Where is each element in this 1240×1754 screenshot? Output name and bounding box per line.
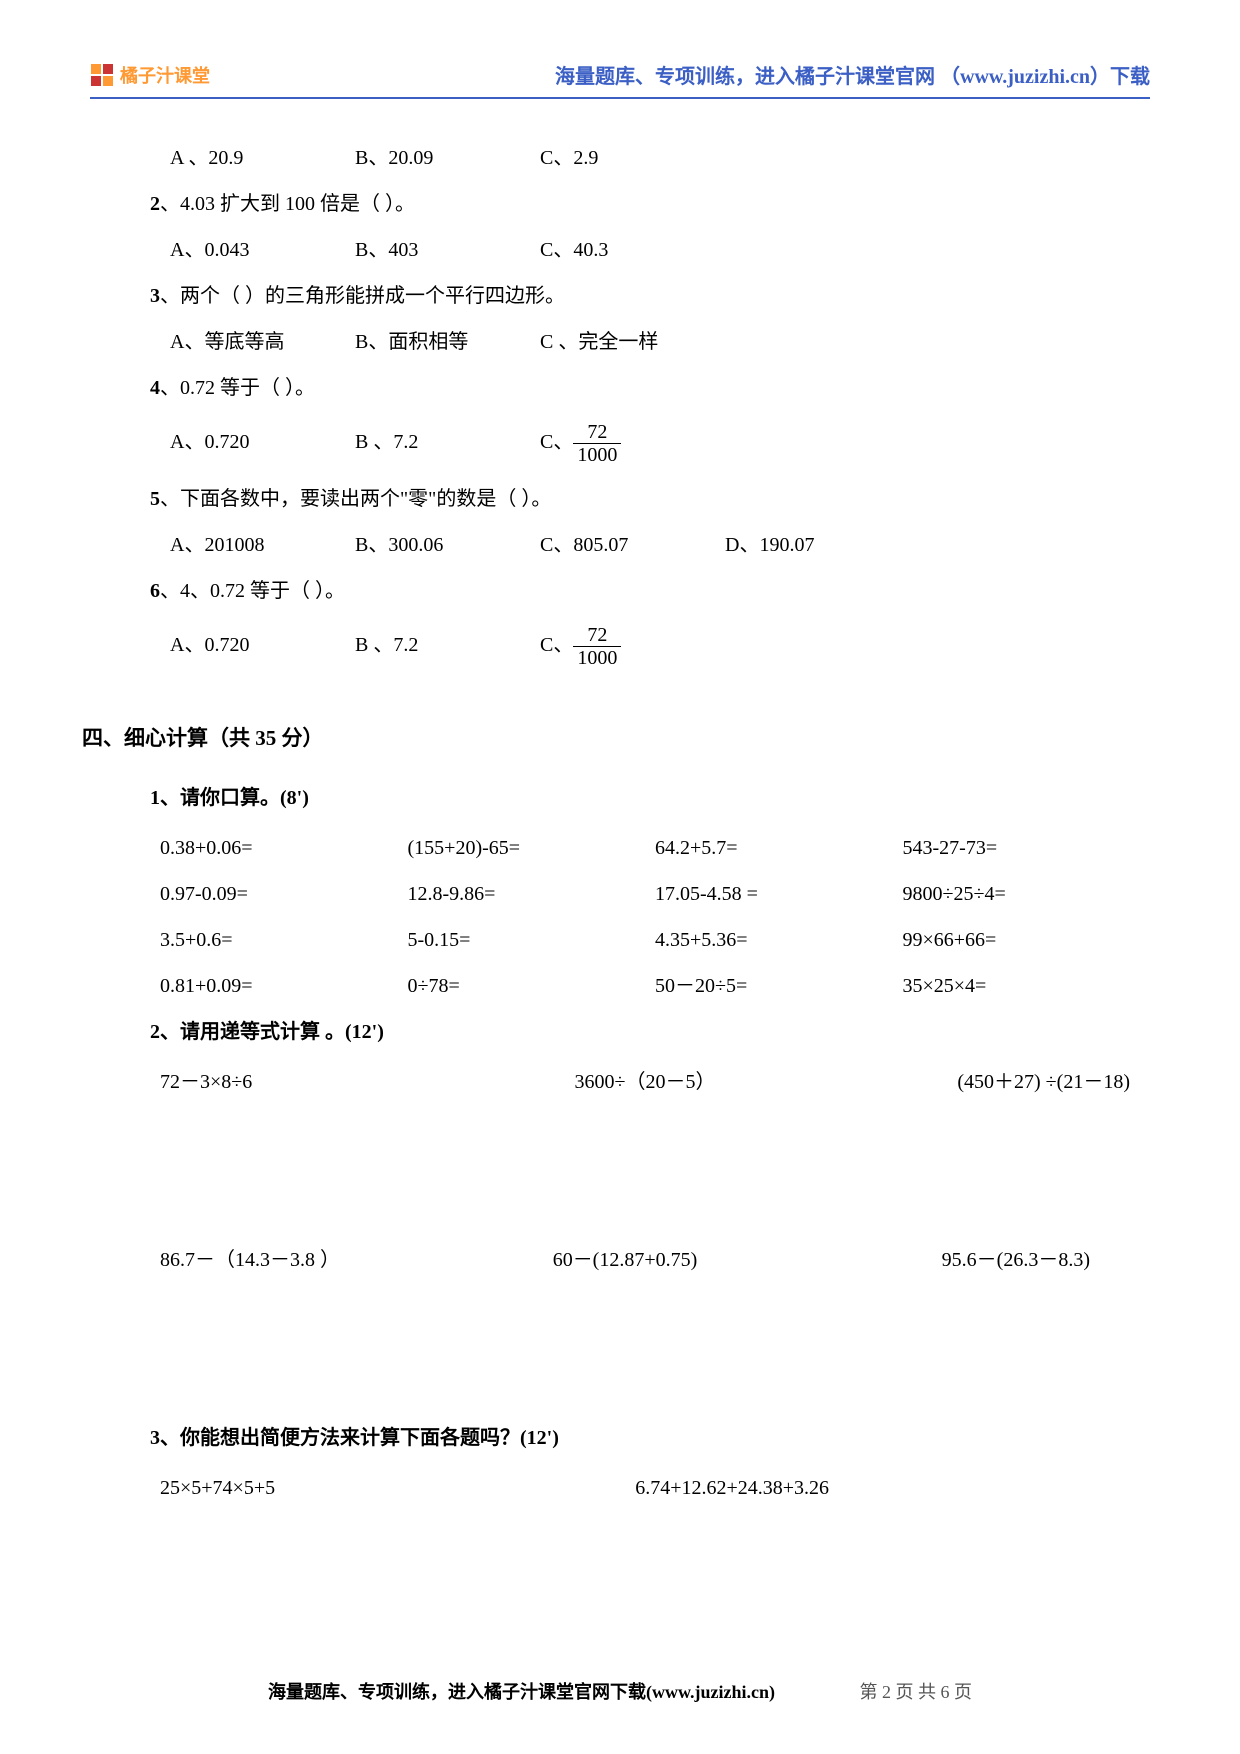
q4-frac-num: 72 bbox=[573, 421, 621, 444]
q3-text: 、两个（ ）的三角形能拼成一个平行四边形。 bbox=[160, 285, 565, 307]
calc-row-0: 0.38+0.06= (155+20)-65= 64.2+5.7= 543-27… bbox=[160, 829, 1150, 867]
page-footer: 海量题库、专项训练，进入橘子汁课堂官网下载(www.juzizhi.cn) 第 … bbox=[0, 1678, 1240, 1704]
expr-cell: 3600÷（20－5） bbox=[483, 1063, 806, 1101]
q3-choice-a: A、等底等高 bbox=[170, 323, 350, 361]
q6-choice-a: A、0.720 bbox=[170, 626, 350, 664]
logo-text: 橘子汁课堂 bbox=[120, 62, 210, 88]
calc-cell: 543-27-73= bbox=[903, 829, 1151, 867]
q3-num: 3 bbox=[150, 285, 160, 307]
sub3-title: 3、你能想出简便方法来计算下面各题吗？(12') bbox=[150, 1419, 1150, 1457]
expr-cell: 86.7－（14.3－3.8 ） bbox=[160, 1241, 470, 1279]
q2-choice-b: B、403 bbox=[355, 231, 535, 269]
calc-cell: 0÷78= bbox=[408, 967, 656, 1005]
q6: 6、4、0.72 等于（ ）。 bbox=[150, 572, 1150, 610]
q6-fraction: 721000 bbox=[573, 624, 621, 669]
q4-text: 、0.72 等于（ ）。 bbox=[160, 377, 315, 399]
footer-right: 第 2 页 共 6 页 bbox=[860, 1678, 973, 1704]
q6-choices: A、0.720 B 、7.2 C、721000 bbox=[170, 624, 1150, 669]
section4-title: 四、细心计算（共 35 分） bbox=[82, 719, 1150, 759]
sub1-title: 1、请你口算。(8') bbox=[150, 779, 1150, 817]
calc-row-3: 0.81+0.09= 0÷78= 50－20÷5= 35×25×4= bbox=[160, 967, 1150, 1005]
q6-c-prefix: C、 bbox=[540, 634, 573, 656]
q3: 3、两个（ ）的三角形能拼成一个平行四边形。 bbox=[150, 277, 1150, 315]
calc-cell: 12.8-9.86= bbox=[408, 875, 656, 913]
q4-choice-c: C、721000 bbox=[540, 421, 720, 466]
q3-choice-b: B、面积相等 bbox=[355, 323, 535, 361]
header-right-text: 海量题库、专项训练，进入橘子汁课堂官网 （www.juzizhi.cn）下载 bbox=[555, 60, 1150, 89]
q4-num: 4 bbox=[150, 377, 160, 399]
calc-cell: (155+20)-65= bbox=[408, 829, 656, 867]
expr-row-2: 86.7－（14.3－3.8 ） 60－(12.87+0.75) 95.6－(2… bbox=[160, 1241, 1150, 1279]
expr-row-1: 72－3×8÷6 3600÷（20－5） (450＋27) ÷(21－18) bbox=[160, 1063, 1150, 1101]
q5-choice-a: A、201008 bbox=[170, 526, 350, 564]
expr-row-3: 25×5+74×5+5 6.74+12.62+24.38+3.26 bbox=[160, 1469, 1150, 1507]
q1-choice-a: A 、20.9 bbox=[170, 139, 350, 177]
q4-choices: A、0.720 B 、7.2 C、721000 bbox=[170, 421, 1150, 466]
q4-frac-den: 1000 bbox=[573, 444, 621, 466]
q6-choice-c: C、721000 bbox=[540, 624, 720, 669]
calc-cell: 50－20÷5= bbox=[655, 967, 903, 1005]
expr-cell: 25×5+74×5+5 bbox=[160, 1469, 635, 1507]
expr-cell: 60－(12.87+0.75) bbox=[470, 1241, 780, 1279]
q6-text: 、4、0.72 等于（ ）。 bbox=[160, 580, 345, 602]
q3-choice-c: C 、完全一样 bbox=[540, 323, 720, 361]
calc-cell: 5-0.15= bbox=[408, 921, 656, 959]
q2-num: 2 bbox=[150, 193, 160, 215]
q4: 4、0.72 等于（ ）。 bbox=[150, 369, 1150, 407]
expr-cell: 72－3×8÷6 bbox=[160, 1063, 483, 1101]
q5-num: 5 bbox=[150, 488, 160, 510]
calc-cell: 99×66+66= bbox=[903, 921, 1151, 959]
q1-choices: A 、20.9 B、20.09 C、2.9 bbox=[170, 139, 1150, 177]
q4-choice-a: A、0.720 bbox=[170, 423, 350, 461]
calc-cell: 4.35+5.36= bbox=[655, 921, 903, 959]
content-area: A 、20.9 B、20.09 C、2.9 2、4.03 扩大到 100 倍是（… bbox=[90, 139, 1150, 1507]
q4-c-prefix: C、 bbox=[540, 431, 573, 453]
calc-cell: 9800÷25÷4= bbox=[903, 875, 1151, 913]
q5-choice-b: B、300.06 bbox=[355, 526, 535, 564]
expr-cell: (450＋27) ÷(21－18) bbox=[807, 1063, 1150, 1101]
q4-fraction: 721000 bbox=[573, 421, 621, 466]
sub2-title: 2、请用递等式计算 。(12') bbox=[150, 1013, 1150, 1051]
calc-cell: 3.5+0.6= bbox=[160, 921, 408, 959]
calc-cell: 35×25×4= bbox=[903, 967, 1151, 1005]
q5-text: 、下面各数中，要读出两个"零"的数是（ ）。 bbox=[160, 488, 551, 510]
calc-cell: 64.2+5.7= bbox=[655, 829, 903, 867]
q3-choices: A、等底等高 B、面积相等 C 、完全一样 bbox=[170, 323, 1150, 361]
calc-cell: 17.05-4.58 = bbox=[655, 875, 903, 913]
q6-num: 6 bbox=[150, 580, 160, 602]
calc-cell: 0.81+0.09= bbox=[160, 967, 408, 1005]
q6-frac-num: 72 bbox=[573, 624, 621, 647]
q2-choices: A、0.043 B、403 C、40.3 bbox=[170, 231, 1150, 269]
calc-cell: 0.97-0.09= bbox=[160, 875, 408, 913]
calc-cell: 0.38+0.06= bbox=[160, 829, 408, 867]
calc-row-1: 0.97-0.09= 12.8-9.86= 17.05-4.58 = 9800÷… bbox=[160, 875, 1150, 913]
q5-choice-c: C、805.07 bbox=[540, 526, 720, 564]
q6-choice-b: B 、7.2 bbox=[355, 626, 535, 664]
page-header: 橘子汁课堂 海量题库、专项训练，进入橘子汁课堂官网 （www.juzizhi.c… bbox=[90, 60, 1150, 99]
q4-choice-b: B 、7.2 bbox=[355, 423, 535, 461]
calc-row-2: 3.5+0.6= 5-0.15= 4.35+5.36= 99×66+66= bbox=[160, 921, 1150, 959]
q1-choice-b: B、20.09 bbox=[355, 139, 535, 177]
expr-cell: 6.74+12.62+24.38+3.26 bbox=[635, 1469, 1150, 1507]
q6-frac-den: 1000 bbox=[573, 647, 621, 669]
footer-left: 海量题库、专项训练，进入橘子汁课堂官网下载(www.juzizhi.cn) bbox=[268, 1678, 775, 1704]
q5-choice-d: D、190.07 bbox=[725, 526, 905, 564]
q2: 2、4.03 扩大到 100 倍是（ ）。 bbox=[150, 185, 1150, 223]
q1-choice-c: C、2.9 bbox=[540, 139, 720, 177]
q2-text: 、4.03 扩大到 100 倍是（ ）。 bbox=[160, 193, 415, 215]
logo-icon bbox=[90, 63, 114, 87]
q2-choice-a: A、0.043 bbox=[170, 231, 350, 269]
q5-choices: A、201008 B、300.06 C、805.07 D、190.07 bbox=[170, 526, 1150, 564]
q5: 5、下面各数中，要读出两个"零"的数是（ ）。 bbox=[150, 480, 1150, 518]
q2-choice-c: C、40.3 bbox=[540, 231, 720, 269]
logo-section: 橘子汁课堂 bbox=[90, 62, 210, 88]
expr-cell: 95.6－(26.3－8.3) bbox=[780, 1241, 1150, 1279]
